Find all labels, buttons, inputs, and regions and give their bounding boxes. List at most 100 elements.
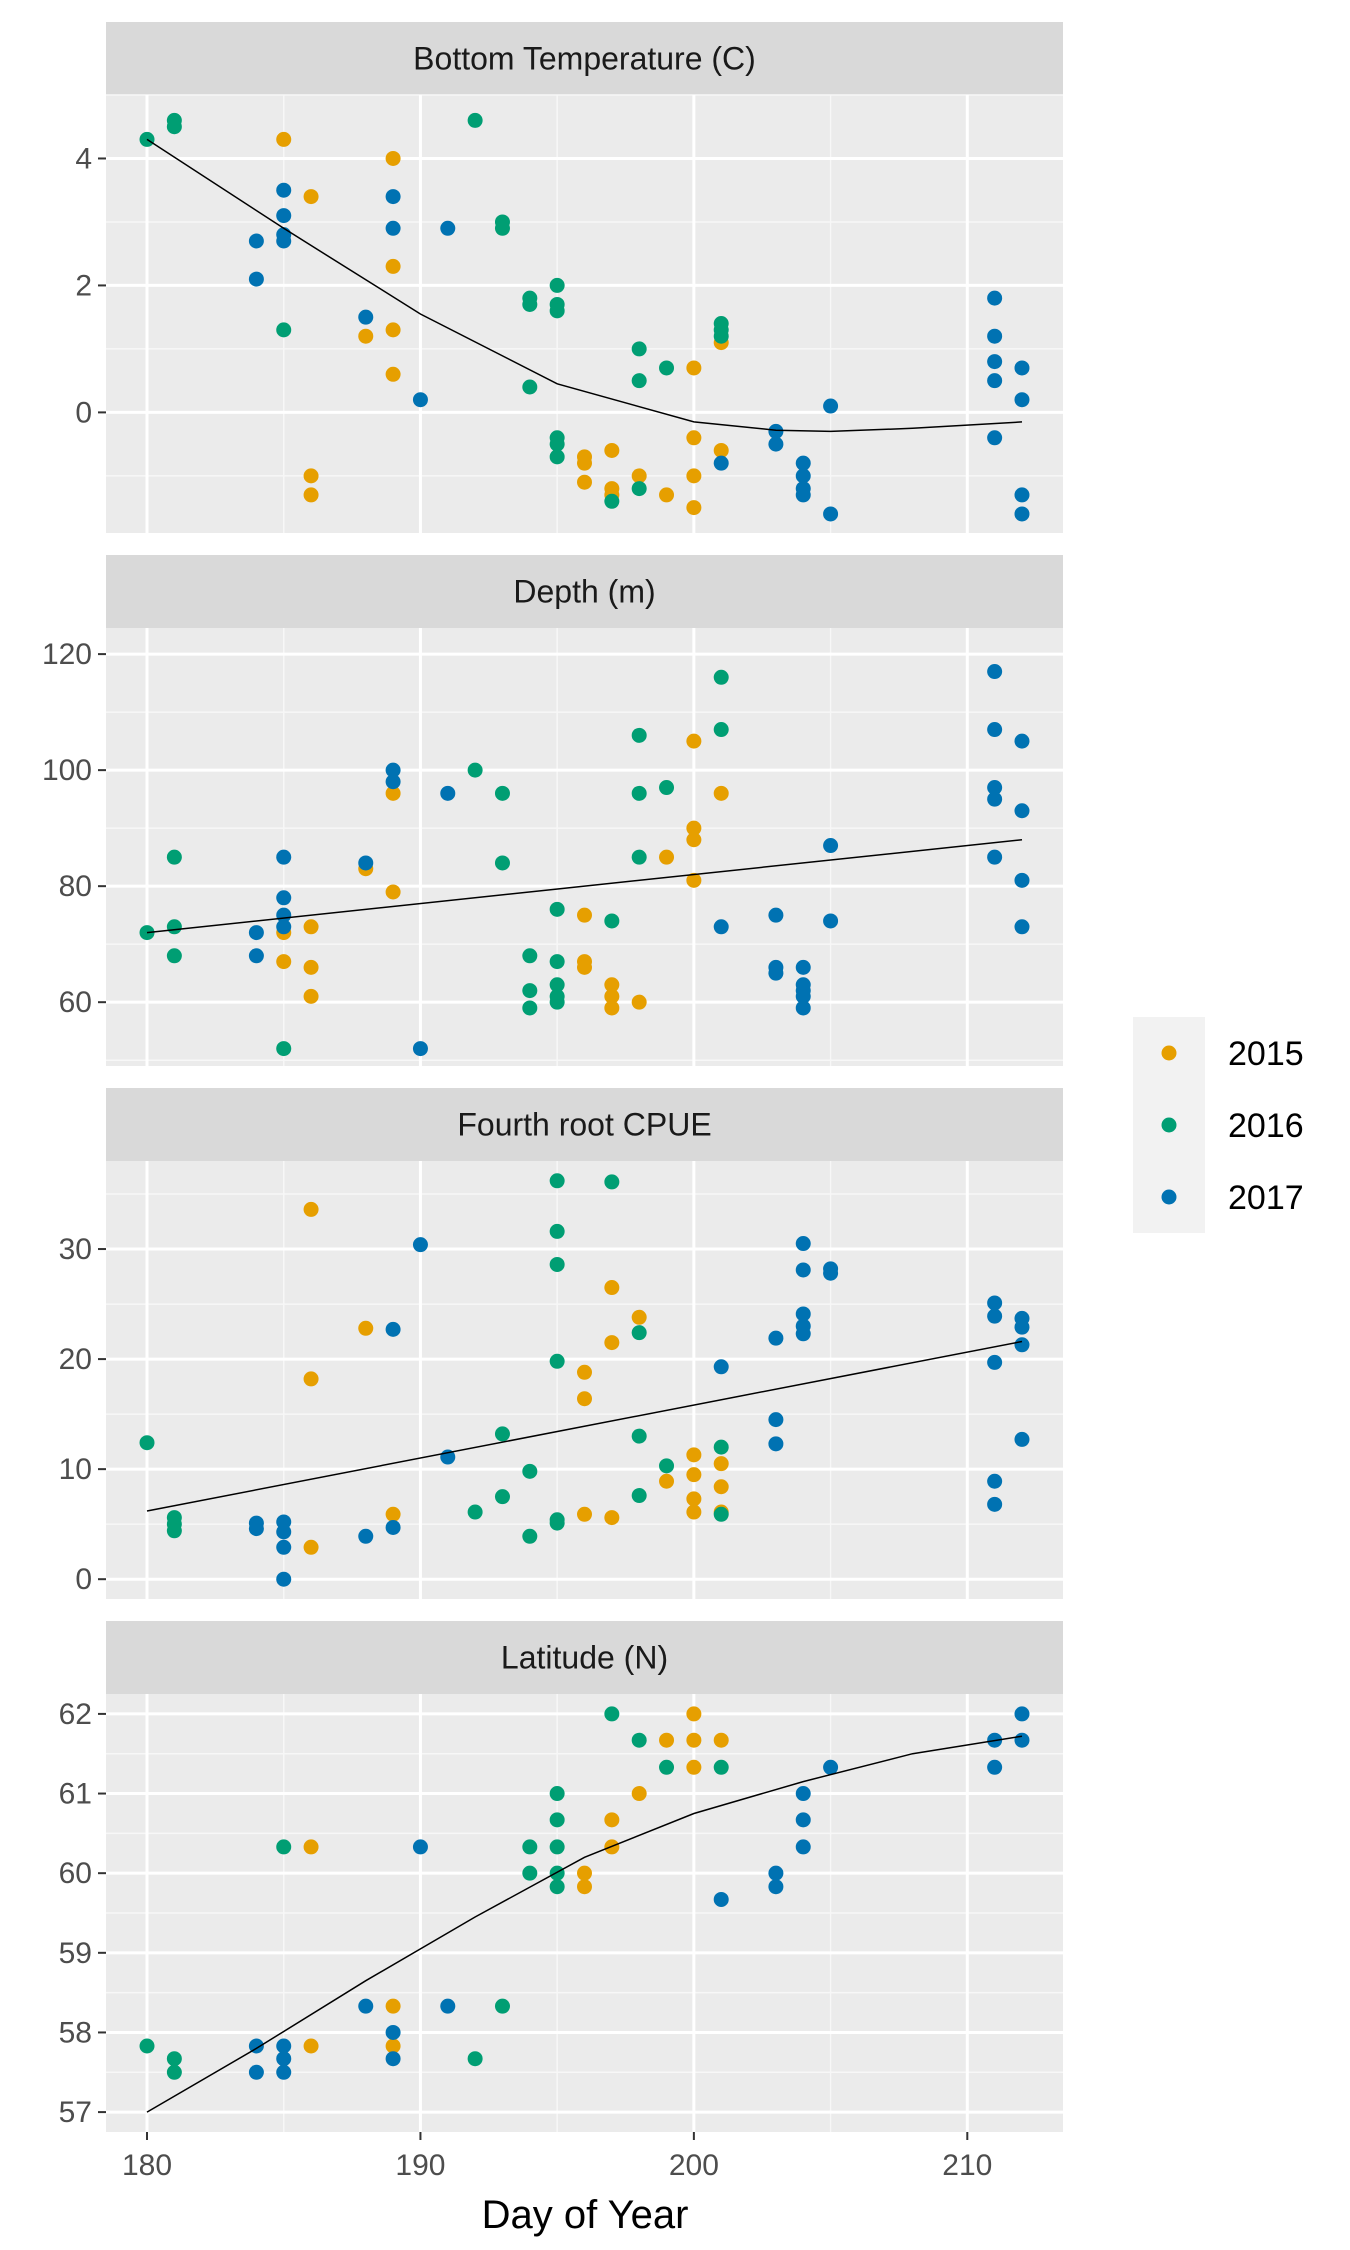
facet-strip: [106, 1088, 1063, 1161]
data-point: [440, 220, 456, 236]
data-point: [659, 487, 675, 503]
data-point: [522, 1865, 538, 1881]
facet-strip: [106, 555, 1063, 628]
panel-background: [106, 1161, 1063, 1599]
data-point: [795, 959, 811, 975]
data-point: [987, 354, 1003, 370]
data-point: [385, 2038, 401, 2054]
data-point: [577, 1865, 592, 1881]
data-point: [303, 1201, 319, 1217]
data-point: [768, 423, 784, 439]
panel-background: [106, 628, 1063, 1066]
data-point: [166, 1523, 182, 1539]
data-point: [494, 785, 510, 801]
data-point: [686, 832, 702, 848]
data-point: [549, 436, 565, 452]
y-tick-label: 58: [59, 2016, 92, 2049]
data-point: [686, 468, 702, 484]
data-point: [713, 1439, 729, 1455]
data-point: [385, 1321, 401, 1337]
data-point: [987, 780, 1003, 796]
data-point: [522, 1528, 538, 1544]
data-point: [768, 1879, 784, 1895]
data-point: [549, 1865, 565, 1881]
data-point: [795, 1262, 811, 1278]
x-axis: 180 190 200 210: [122, 2132, 992, 2182]
facet-panel: Depth (m) 60 80 100 120: [42, 555, 1063, 1066]
data-point: [987, 1354, 1003, 1370]
data-point: [631, 994, 647, 1010]
series-2015: [276, 733, 729, 1016]
series-2015: [276, 131, 729, 516]
data-point: [522, 948, 538, 964]
data-point: [659, 1732, 675, 1748]
data-point: [686, 1467, 702, 1483]
data-point: [795, 988, 811, 1004]
data-point: [166, 2051, 182, 2067]
data-point: [549, 1353, 565, 1369]
data-point: [795, 487, 811, 503]
data-point: [385, 762, 401, 778]
legend-key-2017: [1133, 1161, 1205, 1233]
data-point: [1014, 1337, 1030, 1353]
series-2017: [248, 1236, 1030, 1587]
data-point: [987, 1496, 1003, 1512]
data-point: [166, 849, 182, 865]
data-point: [659, 1473, 675, 1489]
data-point: [549, 303, 565, 319]
data-point: [276, 208, 292, 224]
data-point: [440, 1998, 456, 2014]
data-point: [248, 233, 264, 249]
data-point: [385, 1506, 401, 1522]
data-point: [713, 669, 729, 685]
data-point: [385, 785, 401, 801]
y-tick-label: 60: [59, 986, 92, 1019]
data-point: [631, 1309, 647, 1325]
data-point: [713, 1479, 729, 1495]
data-point: [522, 983, 538, 999]
facet-title: Latitude (N): [501, 1640, 668, 1676]
data-point: [823, 1265, 839, 1281]
data-point: [549, 954, 565, 970]
data-point: [248, 271, 264, 287]
data-point: [385, 1998, 401, 2014]
data-point: [686, 430, 702, 446]
data-point: [604, 1000, 620, 1016]
data-point: [522, 296, 538, 312]
data-point: [276, 1839, 292, 1855]
data-point: [631, 481, 647, 497]
data-point: [659, 780, 675, 796]
trend-line: [146, 138, 1023, 433]
data-point: [795, 1839, 811, 1855]
data-point: [604, 988, 620, 1004]
data-point: [631, 727, 647, 743]
data-point: [248, 1521, 264, 1537]
data-point: [549, 901, 565, 917]
data-point: [303, 2038, 319, 2054]
legend: 2015 2016 2017: [1133, 1000, 1323, 1233]
data-point: [987, 1473, 1003, 1489]
y-tick-label: 100: [42, 754, 92, 787]
data-point: [276, 849, 292, 865]
data-point: [358, 328, 374, 344]
data-point: [1014, 872, 1030, 888]
data-point: [166, 948, 182, 964]
data-point: [604, 493, 620, 509]
data-point: [631, 849, 647, 865]
data-point: [795, 1326, 811, 1342]
data-point: [768, 1330, 784, 1346]
data-point: [631, 1428, 647, 1444]
data-point: [166, 119, 182, 135]
data-point: [577, 1364, 592, 1380]
data-point: [467, 2051, 483, 2067]
x-tick-label: 190: [395, 2149, 445, 2182]
data-point: [686, 1759, 702, 1775]
y-tick-label: 2: [75, 269, 92, 302]
facet-panel: Latitude (N) 57 58 59 60 61 62: [59, 1621, 1063, 2132]
data-point: [412, 392, 428, 408]
data-point: [549, 1812, 565, 1828]
data-point: [276, 1524, 292, 1540]
facet-panel: Fourth root CPUE 0 10 20 30: [59, 1088, 1063, 1599]
data-point: [823, 506, 839, 522]
data-point: [522, 1839, 538, 1855]
